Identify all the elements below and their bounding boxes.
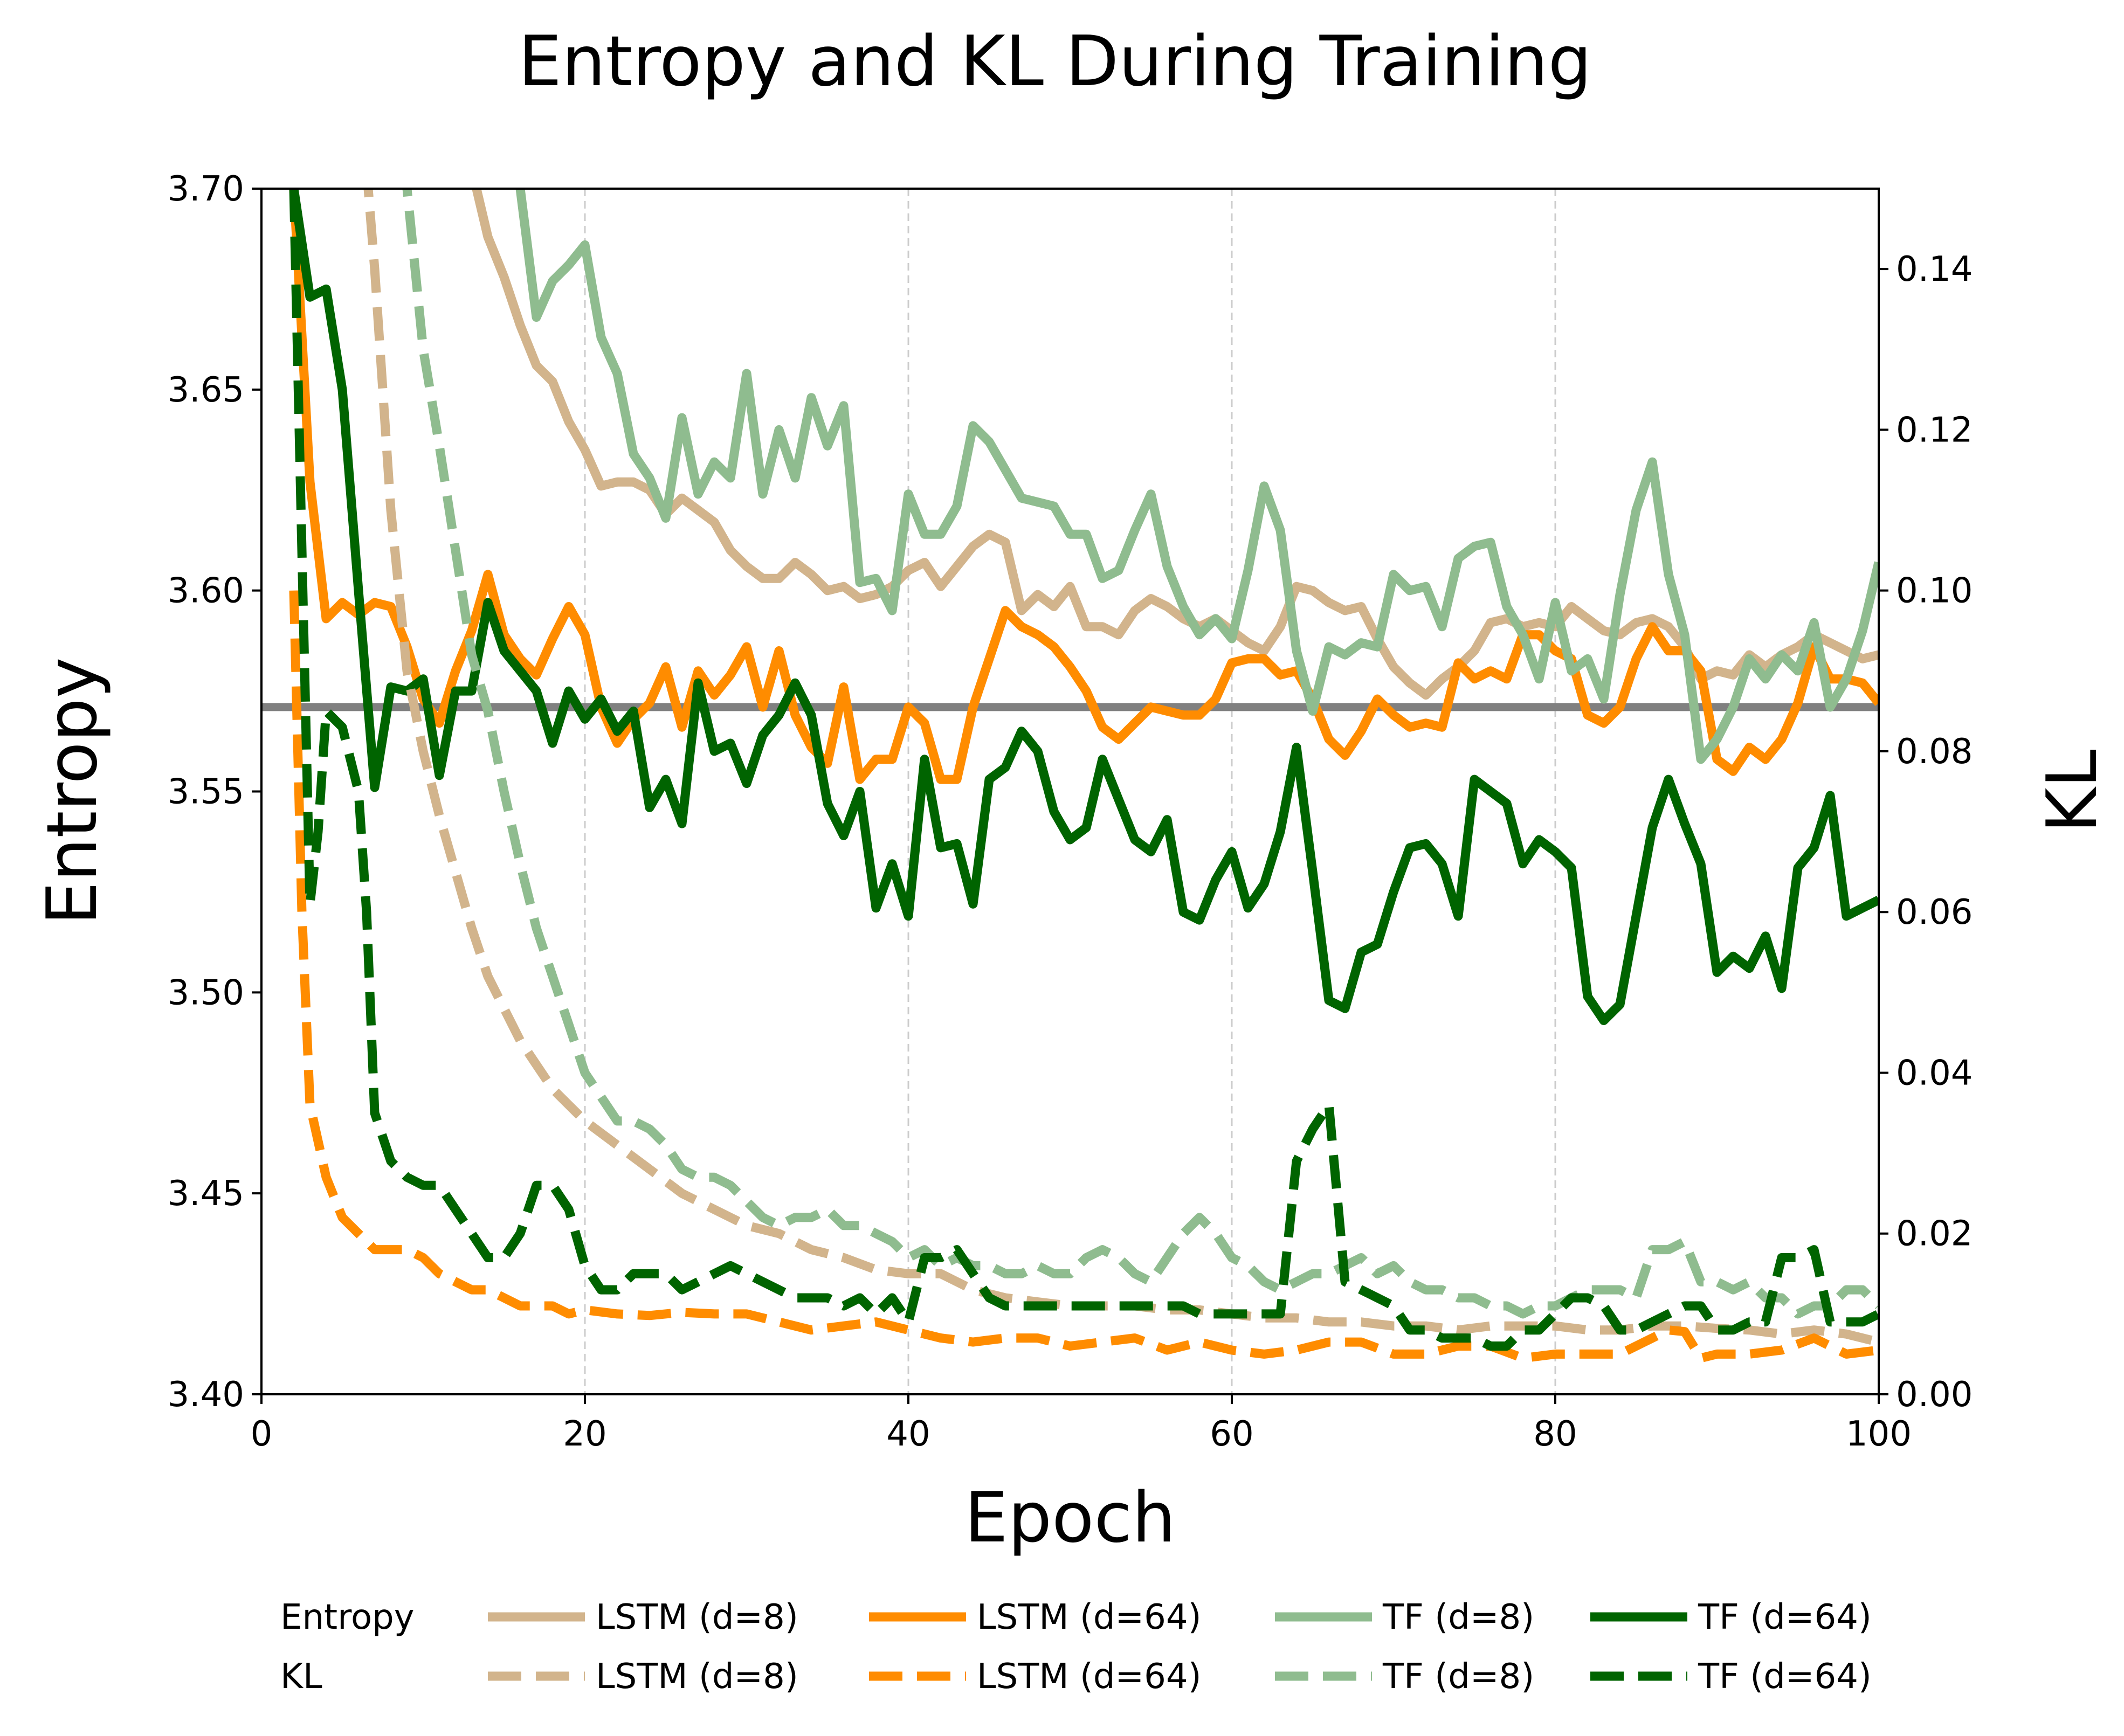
x-tick-label: 40: [886, 1414, 930, 1454]
y2-tick-label: 0.08: [1896, 732, 1973, 772]
series-entropy-tf-d-8: [515, 189, 1879, 764]
legend-entry-label: LSTM (d=64): [977, 1597, 1202, 1637]
legend-entry-label: LSTM (d=64): [977, 1657, 1202, 1697]
x-tick-label: 60: [1210, 1414, 1253, 1454]
y2-tick-label: 0.00: [1896, 1375, 1973, 1415]
y2-tick-label: 0.10: [1896, 571, 1973, 611]
y-tick-label: 3.45: [168, 1174, 245, 1214]
y-axis-label: Entropy: [32, 657, 113, 925]
y-tick-label: 3.40: [168, 1375, 245, 1415]
series-entropy-tf-d-64: [289, 189, 1879, 1025]
series-entropy-lstm-d-64: [289, 189, 1879, 784]
series-kl-tf-d-64: [289, 189, 1879, 1351]
y-tick-label: 3.55: [168, 772, 245, 812]
chart-title: Entropy and KL During Training: [518, 22, 1591, 102]
y2-tick-label: 0.06: [1896, 893, 1973, 932]
x-tick-label: 80: [1533, 1414, 1577, 1454]
legend-entry-label: TF (d=64): [1698, 1597, 1872, 1637]
y-tick-label: 3.60: [168, 571, 245, 611]
series-kl-lstm-d-8: [363, 189, 1879, 1347]
legend-row-label: KL: [280, 1657, 322, 1697]
series-lines: [289, 189, 1879, 1363]
y-tick-label: 3.70: [168, 169, 245, 209]
y2-tick-label: 0.14: [1896, 250, 1973, 289]
grid-lines: [584, 189, 1556, 1394]
x-axis: 0 20 40 60 80 100: [251, 1394, 1912, 1454]
y-tick-label: 3.65: [168, 370, 245, 410]
legend-row-label: Entropy: [280, 1597, 415, 1637]
x-tick-label: 100: [1846, 1414, 1912, 1454]
y2-tick-label: 0.12: [1896, 410, 1973, 450]
x-tick-label: 20: [563, 1414, 606, 1454]
y-axis-left: 3.40 3.45 3.50 3.55 3.60 3.65 3.70: [168, 169, 261, 1415]
y2-axis-label: KL: [2032, 749, 2113, 833]
y-axis-right: 0.00 0.02 0.04 0.06 0.08 0.10 0.12 0.14: [1879, 250, 1973, 1415]
legend-entry-label: LSTM (d=8): [596, 1597, 798, 1637]
y-tick-label: 3.50: [168, 973, 245, 1013]
legend: Entropy KL LSTM (d=8) LSTM (d=8) LSTM (d=64)…: [280, 1597, 1872, 1697]
legend-entry-label: TF (d=64): [1698, 1657, 1872, 1697]
series-entropy-lstm-d-8: [472, 189, 1879, 700]
legend-entry-label: TF (d=8): [1382, 1597, 1534, 1637]
y2-tick-label: 0.04: [1896, 1053, 1973, 1093]
x-axis-label: Epoch: [964, 1478, 1176, 1558]
series-kl-tf-d-8: [402, 189, 1879, 1319]
legend-entry-label: LSTM (d=8): [596, 1657, 798, 1697]
y2-tick-label: 0.02: [1896, 1214, 1973, 1254]
legend-entry-label: TF (d=8): [1382, 1657, 1534, 1697]
x-tick-label: 0: [251, 1414, 273, 1454]
